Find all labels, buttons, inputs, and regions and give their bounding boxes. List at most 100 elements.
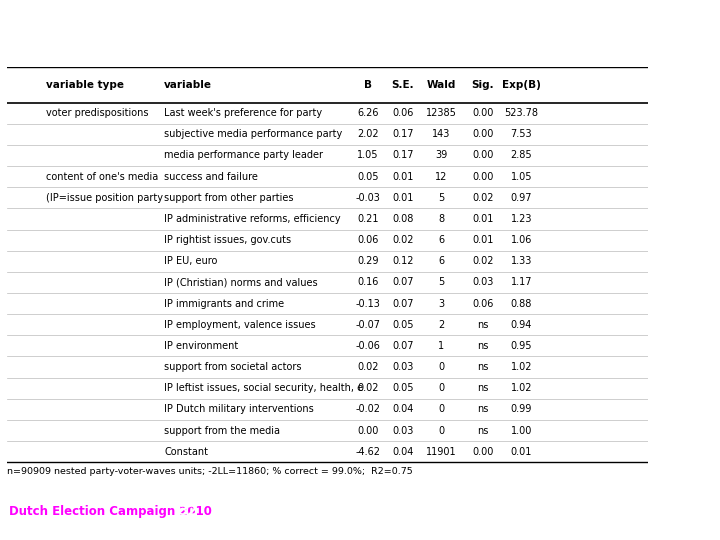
Text: IP environment: IP environment	[164, 341, 238, 351]
Text: 523.78: 523.78	[505, 108, 539, 118]
Text: 0.94: 0.94	[510, 320, 532, 330]
Text: 2.02: 2.02	[357, 129, 379, 139]
Text: Dutch Election Campaign 2010: Dutch Election Campaign 2010	[9, 505, 212, 518]
Text: The Network Institute,  VU University Amsterdam: The Network Institute, VU University Ams…	[400, 521, 623, 530]
Text: 0.02: 0.02	[472, 256, 494, 266]
Text: 6: 6	[438, 235, 444, 245]
Text: (IP=issue position party: (IP=issue position party	[45, 193, 163, 203]
Text: 0.17: 0.17	[392, 151, 414, 160]
Text: variable type: variable type	[45, 80, 124, 90]
Text: 0.88: 0.88	[510, 299, 532, 308]
Text: -0.02: -0.02	[355, 404, 380, 414]
Text: 0: 0	[438, 383, 444, 393]
Text: variable: variable	[164, 80, 212, 90]
Text: 0.95: 0.95	[510, 341, 532, 351]
Text: 0.01: 0.01	[472, 214, 494, 224]
Text: 1.02: 1.02	[510, 383, 532, 393]
Text: success and failure: success and failure	[164, 172, 258, 181]
Text: support from societal actors: support from societal actors	[164, 362, 302, 372]
Text: 0.17: 0.17	[392, 129, 414, 139]
Text: 11901: 11901	[426, 447, 456, 457]
Text: 5: 5	[438, 278, 444, 287]
Text: IP rightist issues, gov.cuts: IP rightist issues, gov.cuts	[164, 235, 292, 245]
Text: media performance party leader: media performance party leader	[164, 151, 323, 160]
Text: 0.00: 0.00	[472, 172, 494, 181]
Text: Sig.: Sig.	[472, 80, 495, 90]
Text: -0.06: -0.06	[355, 341, 380, 351]
Text: 0.00: 0.00	[472, 151, 494, 160]
Text: ns: ns	[477, 320, 489, 330]
Text: IP EU, euro: IP EU, euro	[164, 256, 217, 266]
Text: 1: 1	[438, 341, 444, 351]
Text: 0.00: 0.00	[357, 426, 378, 436]
Text: -0.07: -0.07	[355, 320, 380, 330]
Text: 2.85: 2.85	[510, 151, 532, 160]
Text: Exp(B): Exp(B)	[502, 80, 541, 90]
Text: 7.53: 7.53	[510, 129, 532, 139]
Text: IP employment, valence issues: IP employment, valence issues	[164, 320, 316, 330]
Text: 0.02: 0.02	[392, 235, 414, 245]
Text: -0.03: -0.03	[355, 193, 380, 203]
Text: 1.05: 1.05	[357, 151, 379, 160]
Text: 1.06: 1.06	[510, 235, 532, 245]
Text: 0.99: 0.99	[510, 404, 532, 414]
Text: 0.07: 0.07	[392, 341, 414, 351]
Text: subjective media performance party: subjective media performance party	[164, 129, 343, 139]
Text: content of one's media: content of one's media	[45, 172, 158, 181]
Text: 0.07: 0.07	[392, 278, 414, 287]
Text: 0.03: 0.03	[392, 426, 413, 436]
Text: 12385: 12385	[426, 108, 456, 118]
Text: 0: 0	[438, 404, 444, 414]
Text: 0.02: 0.02	[357, 362, 379, 372]
Text: -4.62: -4.62	[355, 447, 380, 457]
Text: support from other parties: support from other parties	[164, 193, 294, 203]
Text: 0.06: 0.06	[357, 235, 378, 245]
Text: 0.01: 0.01	[392, 172, 413, 181]
Text: 0.06: 0.06	[392, 108, 413, 118]
Text: 0.06: 0.06	[472, 299, 494, 308]
Text: 0.08: 0.08	[392, 214, 413, 224]
Text: 0.04: 0.04	[392, 447, 413, 457]
Text: 1.33: 1.33	[510, 256, 532, 266]
Text: 1.05: 1.05	[510, 172, 532, 181]
Text: ns: ns	[477, 341, 489, 351]
Text: 1.02: 1.02	[510, 362, 532, 372]
Text: 0.01: 0.01	[392, 193, 413, 203]
Text: 0.05: 0.05	[392, 383, 414, 393]
Text: 8: 8	[438, 214, 444, 224]
Text: 0.16: 0.16	[357, 278, 378, 287]
Text: 0.02: 0.02	[472, 193, 494, 203]
Text: 39: 39	[435, 151, 447, 160]
Text: ns: ns	[477, 426, 489, 436]
Text: B: B	[364, 80, 372, 90]
Text: n=90909 nested party-voter-waves units; -2LL=11860; % correct = 99.0%;  R2=0.75: n=90909 nested party-voter-waves units; …	[7, 467, 413, 476]
Text: 0.05: 0.05	[392, 320, 414, 330]
Text: IP administrative reforms, efficiency: IP administrative reforms, efficiency	[164, 214, 341, 224]
Text: S.E.: S.E.	[392, 80, 414, 90]
Text: 12: 12	[435, 172, 448, 181]
Text: 0.01: 0.01	[510, 447, 532, 457]
Text: ns: ns	[477, 383, 489, 393]
Text: Constant: Constant	[164, 447, 208, 457]
Text: Last week's preference for party: Last week's preference for party	[164, 108, 323, 118]
Text: 0.29: 0.29	[357, 256, 379, 266]
Text: 0: 0	[438, 362, 444, 372]
Text: 0.00: 0.00	[472, 447, 494, 457]
Text: 0: 0	[438, 426, 444, 436]
Text: Logistic model to explain whether one votes for a party in a given week: Logistic model to explain whether one vo…	[7, 20, 659, 35]
Text: 0.00: 0.00	[472, 129, 494, 139]
Text: 2: 2	[438, 320, 444, 330]
Text: 0.05: 0.05	[357, 172, 379, 181]
Text: ns: ns	[477, 404, 489, 414]
Text: 0.07: 0.07	[392, 299, 414, 308]
Text: IP (Christian) norms and values: IP (Christian) norms and values	[164, 278, 318, 287]
Text: 0.00: 0.00	[472, 108, 494, 118]
Text: Department of Communication Science: Department of Communication Science	[400, 498, 579, 507]
Text: Wald: Wald	[427, 80, 456, 90]
Text: 0.03: 0.03	[472, 278, 494, 287]
Text: 0.97: 0.97	[510, 193, 532, 203]
Text: 5: 5	[438, 193, 444, 203]
Text: IP leftist issues, social security, health, e: IP leftist issues, social security, heal…	[164, 383, 364, 393]
Text: 1.17: 1.17	[510, 278, 532, 287]
Text: 32: 32	[179, 504, 198, 518]
